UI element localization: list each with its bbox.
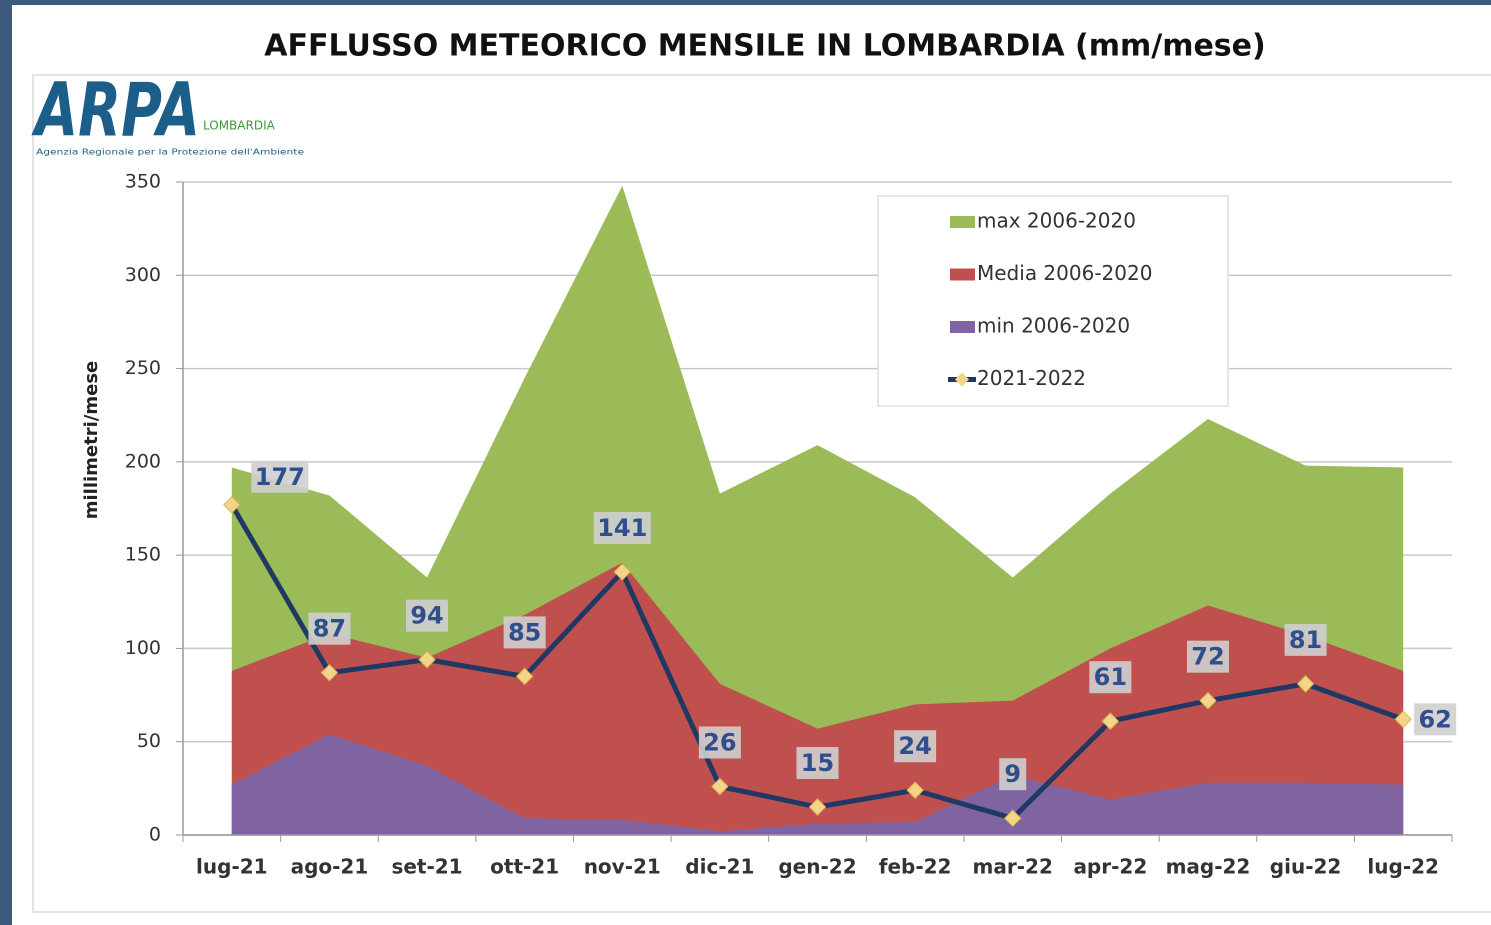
data-label-box (593, 511, 651, 544)
data-label-box (308, 612, 351, 645)
y-axis-label: millimetri/mese (81, 361, 102, 520)
marker (223, 496, 241, 514)
legend-label: 2021-2022 (977, 366, 1086, 390)
x-tick-label: mag-22 (1166, 855, 1251, 879)
data-label: 24 (898, 732, 931, 760)
marker (1394, 710, 1412, 729)
logo-name: ARPA (31, 68, 200, 154)
data-label-box (251, 460, 309, 493)
marker (1101, 712, 1120, 730)
legend-label: max 2006-2020 (977, 209, 1136, 233)
data-label: 15 (801, 749, 834, 777)
data-label: 61 (1094, 663, 1127, 691)
legend-label: min 2006-2020 (977, 314, 1130, 338)
marker (1199, 691, 1217, 710)
marker (808, 798, 827, 816)
marker (906, 781, 924, 799)
legend-box (877, 195, 1229, 407)
data-label: 26 (703, 728, 736, 756)
marker (613, 563, 631, 581)
marker (418, 650, 436, 669)
data-label-box (698, 726, 741, 759)
y-tick-label: 50 (137, 730, 161, 752)
x-tick-label: lug-22 (1367, 855, 1439, 879)
y-tick-label: 200 (125, 450, 161, 472)
data-label: 72 (1191, 643, 1224, 671)
data-label-box (1089, 661, 1132, 694)
data-label-box (1284, 623, 1327, 656)
data-label: 9 (1004, 760, 1021, 788)
data-label-box (406, 599, 449, 632)
x-tick-label: lug-21 (196, 855, 268, 879)
y-tick-label: 100 (125, 637, 161, 659)
logo-region: LOMBARDIA (203, 119, 276, 133)
marker (515, 667, 534, 686)
x-tick-label: gen-22 (778, 855, 856, 879)
data-label: 87 (313, 615, 346, 643)
area (231, 734, 1404, 835)
y-tick-label: 150 (125, 544, 161, 566)
data-label-box (1414, 703, 1457, 736)
legend-swatch (950, 268, 975, 281)
data-label-box (503, 616, 546, 649)
data-label-box (796, 747, 839, 780)
data-label: 94 (410, 602, 443, 630)
x-tick-label: giu-22 (1270, 855, 1342, 879)
x-tick-label: apr-22 (1073, 855, 1147, 879)
x-tick-label: nov-21 (584, 855, 661, 879)
legend-marker (955, 372, 969, 387)
data-label-box (894, 730, 937, 763)
y-tick-label: 350 (125, 171, 161, 193)
legend-swatch (950, 216, 975, 228)
data-label: 85 (508, 618, 541, 646)
x-tick-label: dic-21 (685, 855, 754, 879)
legend: max 2006-2020 Media 2006-2020 min 2006-202… (877, 195, 1229, 407)
x-tick-label: set-21 (391, 855, 462, 879)
chart-frame (32, 74, 1491, 913)
x-tick-label: ago-21 (291, 855, 369, 879)
logo-tagline: Agenzia Regionale per la Protezione dell… (36, 148, 304, 157)
data-label: 81 (1289, 626, 1322, 654)
x-tick-label: feb-22 (879, 855, 952, 879)
x-tick-label: ott-21 (490, 855, 559, 879)
marker (1004, 809, 1022, 827)
marker (711, 777, 729, 796)
logo: ARPA LOMBARDIA Agenzia Regionale per la … (31, 68, 304, 157)
legend-label: Media 2006-2020 (977, 261, 1152, 285)
marker (1296, 675, 1315, 693)
legend-swatch (950, 321, 975, 333)
chart-title: AFFLUSSO METEORICO MENSILE IN LOMBARDIA … (264, 29, 1265, 64)
y-tick-label: 300 (125, 264, 161, 286)
y-tick-label: 250 (125, 357, 161, 379)
data-label: 62 (1418, 705, 1451, 733)
data-label-box (999, 758, 1027, 791)
y-tick-label: 0 (149, 824, 161, 846)
data-label: 141 (597, 514, 647, 542)
marker (320, 663, 339, 682)
data-label: 177 (255, 463, 305, 491)
x-tick-label: mar-22 (973, 855, 1053, 879)
data-label-box (1186, 640, 1229, 673)
